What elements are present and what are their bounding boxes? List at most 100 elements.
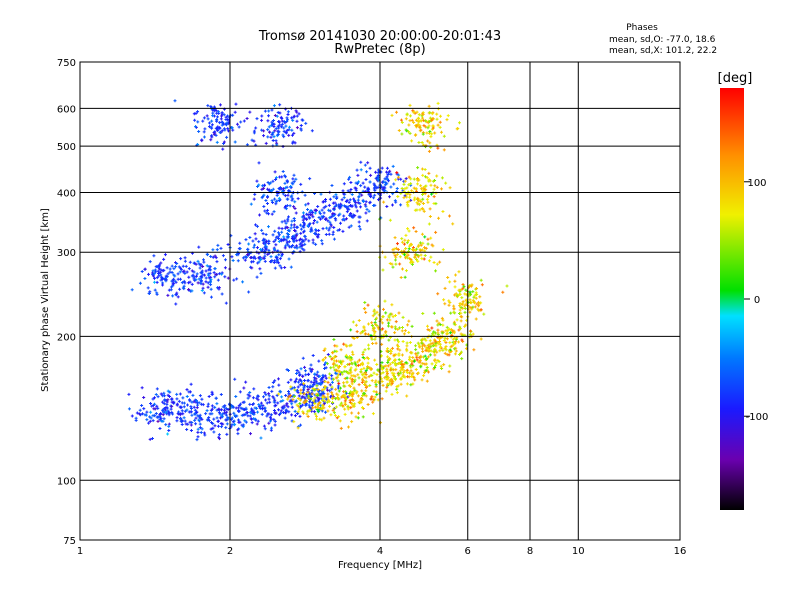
data-point [440,316,444,320]
data-point [426,328,430,332]
data-point [305,217,309,221]
data-point [337,382,341,386]
data-point [180,281,184,285]
data-point [364,177,368,181]
data-point [274,238,278,242]
data-point [209,138,213,142]
data-point [290,116,294,120]
data-point [285,368,289,372]
data-point [479,301,483,305]
data-point [453,336,457,340]
data-point [293,409,297,413]
data-point [299,123,303,127]
data-point [209,125,213,129]
data-point [286,405,290,409]
data-point [311,241,315,245]
data-point [277,392,281,396]
data-point [279,115,283,119]
data-point [187,275,191,279]
data-point [246,253,250,257]
data-point [307,403,311,407]
data-point [299,223,303,227]
data-point [175,416,179,420]
data-point [329,413,333,417]
data-point [223,275,227,279]
data-point [206,281,210,285]
data-point [360,193,364,197]
data-point [366,402,370,406]
data-point [140,412,144,416]
data-point [438,125,442,129]
data-point [363,203,367,207]
data-point [186,403,190,407]
x-tick-label: 1 [77,546,83,557]
data-point [410,118,414,122]
data-point [363,307,367,311]
data-point [441,348,445,352]
data-point [190,274,194,278]
data-point [266,225,270,229]
data-point [442,134,446,138]
data-point [410,139,414,143]
data-point [405,341,409,345]
data-point [130,414,134,418]
data-point [445,118,449,122]
data-point [364,204,368,208]
data-point [324,366,328,370]
data-point [265,414,269,418]
data-point [430,118,434,122]
data-point [323,399,327,403]
data-point [140,386,144,390]
data-point [280,119,284,123]
data-point [290,133,294,137]
data-point [283,181,287,185]
data-point [193,118,197,122]
data-point [423,253,427,257]
data-point [417,356,421,360]
data-point [395,387,399,391]
data-point [356,373,360,377]
data-point [156,419,160,423]
data-point [257,183,261,187]
data-point [290,237,294,241]
data-point [334,405,338,409]
data-point [194,422,198,426]
data-point [373,193,377,197]
data-point [274,243,278,247]
data-point [373,188,377,192]
data-point [221,412,225,416]
data-point [317,397,321,401]
data-point [176,295,180,299]
data-point [170,397,174,401]
data-point [385,166,389,170]
data-point [404,246,408,250]
data-point [163,253,167,257]
data-point [390,262,394,266]
data-point [427,149,431,153]
data-point [337,389,341,393]
data-point [407,199,411,203]
data-point [264,141,268,145]
data-point [326,409,330,413]
data-point [272,104,276,108]
data-point [436,328,440,332]
data-point [267,385,271,389]
data-point [351,215,355,219]
data-point [279,390,283,394]
data-point [275,260,279,264]
data-point [400,329,404,333]
data-point [413,133,417,137]
data-point [208,280,212,284]
data-point [431,179,435,183]
data-point [422,374,426,378]
data-point [268,419,272,423]
data-point [402,332,406,336]
data-point [295,369,299,373]
data-point [427,104,431,108]
data-point [199,430,203,434]
data-point [451,343,455,347]
data-point [420,232,424,236]
data-point [435,319,439,323]
data-point [382,200,386,204]
data-point [387,376,391,380]
